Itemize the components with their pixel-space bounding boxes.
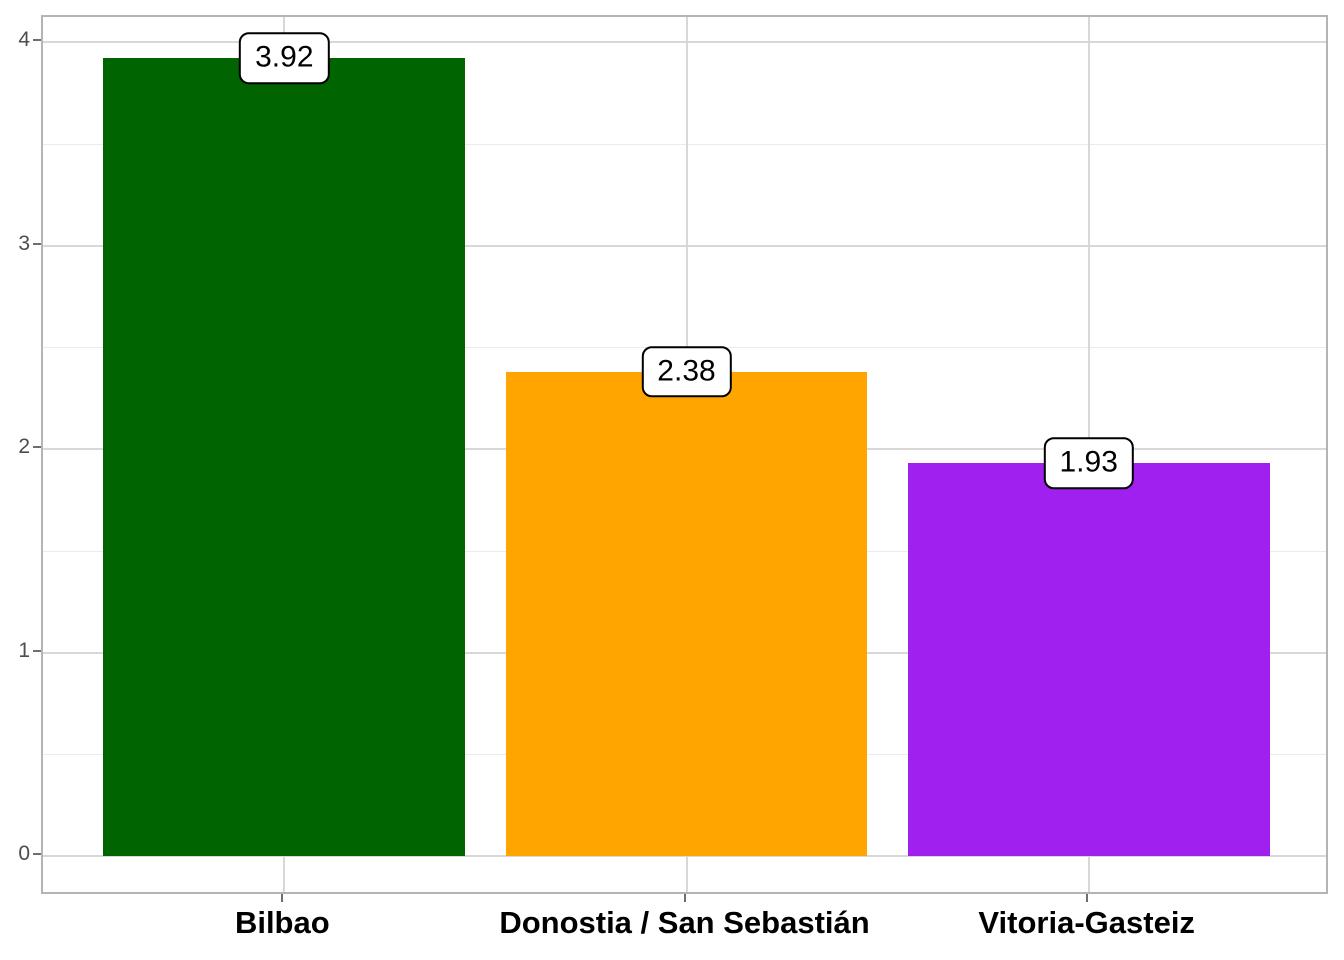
x-category-label-3: Vitoria-Gasteiz [978, 905, 1195, 940]
y-tick-label-0: 0 [18, 842, 30, 865]
y-tick-mark-0 [33, 853, 41, 855]
y-tick-mark-3 [33, 242, 41, 245]
bar-2 [505, 371, 868, 856]
y-tick-mark-1 [33, 649, 41, 652]
y-tick-mark-2 [33, 446, 41, 448]
plot-panel: 3.92 2.38 1.93 [41, 15, 1328, 894]
bar-value-label-1: 3.92 [239, 32, 330, 85]
y-tick-label-2: 2 [18, 435, 30, 458]
x-tick-mark-3 [1085, 894, 1088, 902]
bar-1 [103, 58, 466, 856]
y-tick-label-4: 4 [18, 28, 30, 51]
bar-value-label-2: 2.38 [641, 345, 732, 398]
x-category-label-2: Donostia / San Sebastián [499, 905, 870, 940]
y-tick-mark-4 [33, 39, 41, 41]
x-tick-mark-2 [683, 894, 686, 902]
bar-value-label-3: 1.93 [1043, 437, 1134, 489]
y-tick-label-1: 1 [18, 638, 30, 662]
x-category-label-1: Bilbao [234, 905, 330, 940]
gridline-major-y4 [43, 41, 1326, 43]
x-tick-mark-1 [281, 894, 284, 902]
y-tick-label-3: 3 [18, 231, 30, 255]
bar-3 [907, 463, 1270, 856]
